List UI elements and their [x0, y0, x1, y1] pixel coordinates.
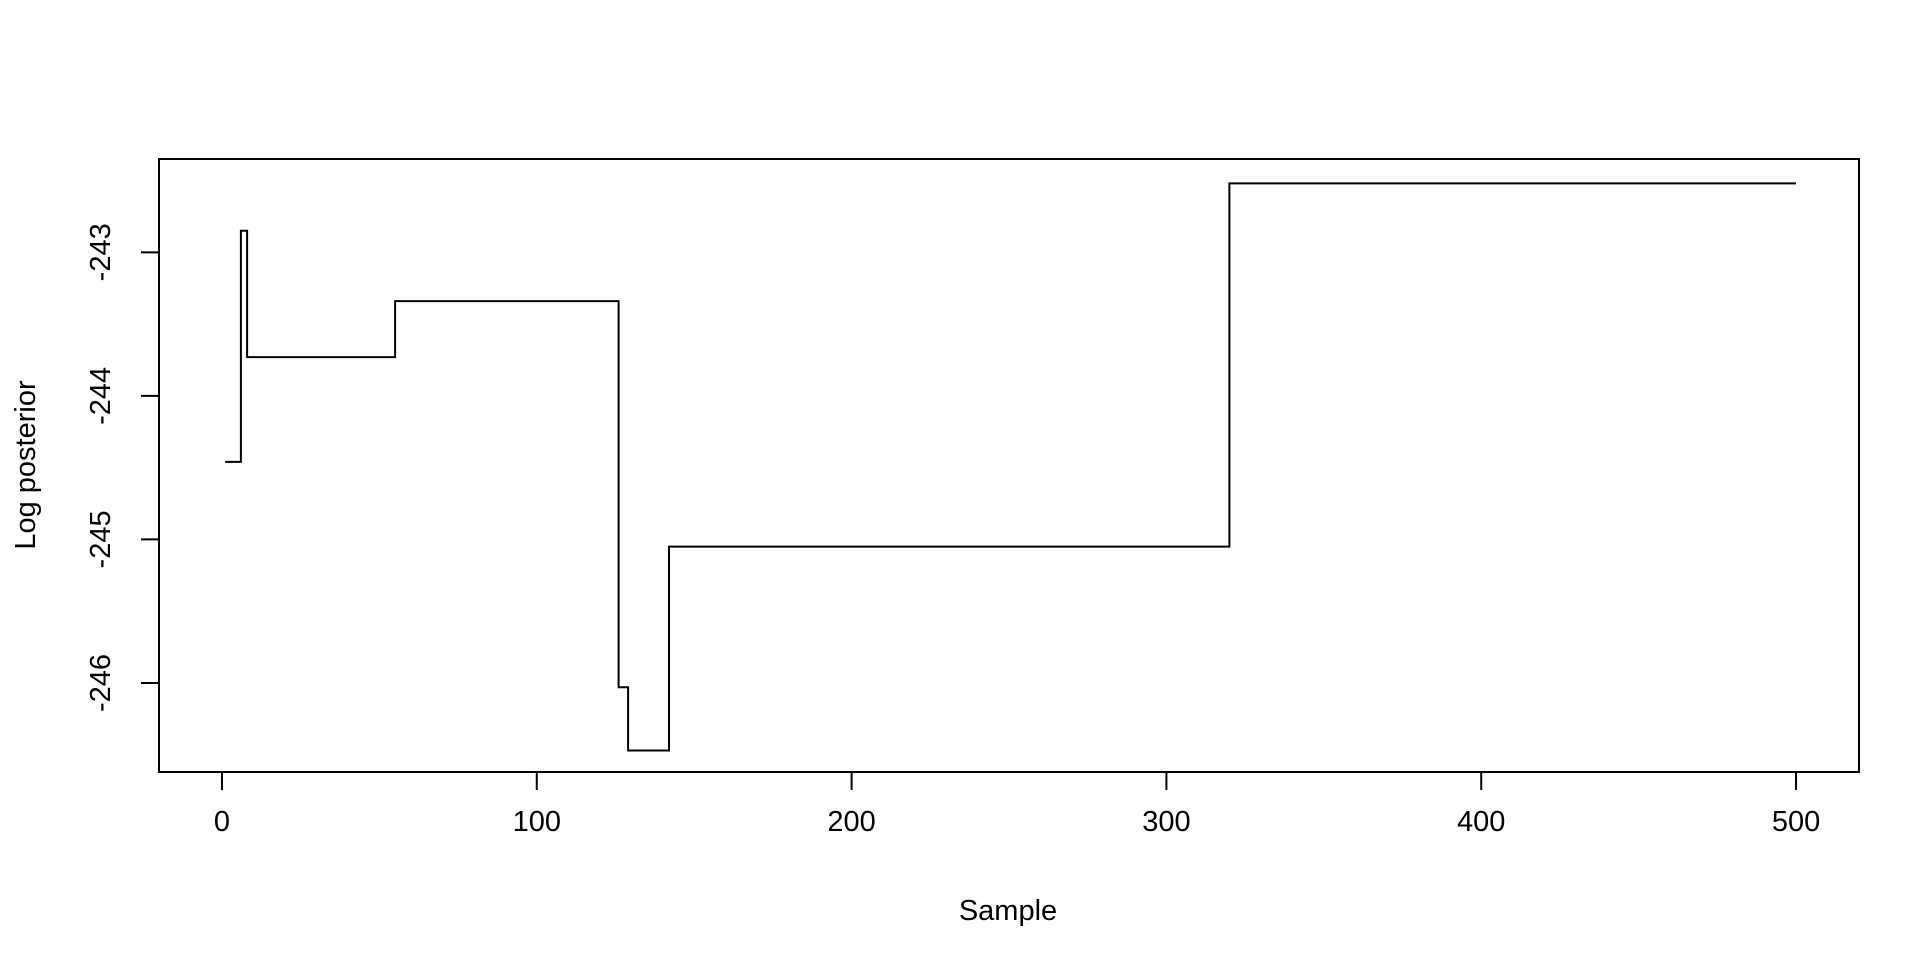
x-tick-label: 0 [214, 806, 230, 838]
x-tick-label: 500 [1772, 806, 1820, 838]
x-tick-label: 100 [513, 806, 561, 838]
plot-frame [158, 158, 1860, 773]
x-axis-title: Sample [959, 895, 1057, 927]
y-axis: -243 -244 -245 -246 [85, 223, 160, 712]
y-tick-label: -245 [85, 510, 117, 568]
x-tick-label: 200 [827, 806, 875, 838]
y-tick-label: -246 [85, 654, 117, 712]
y-axis-title: Log posterior [10, 380, 42, 550]
x-axis: 0 100 200 300 400 500 [214, 771, 1820, 838]
log-posterior-trace-line [225, 182, 1796, 752]
x-tick-label: 300 [1142, 806, 1190, 838]
y-tick-label: -243 [85, 223, 117, 281]
y-tick-label: -244 [85, 367, 117, 425]
x-tick-label: 400 [1457, 806, 1505, 838]
